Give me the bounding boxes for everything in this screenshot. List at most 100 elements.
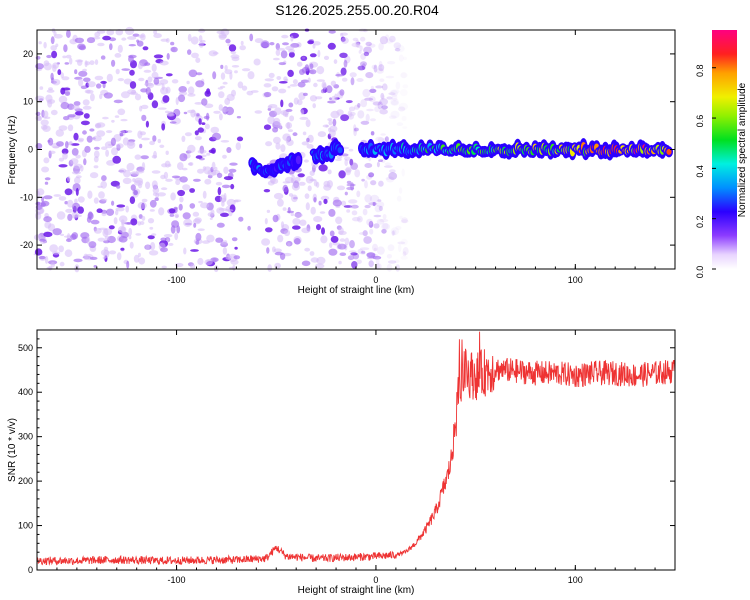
spectrogram-noise-blob — [216, 172, 223, 179]
spectrogram-noise-blob — [362, 208, 368, 216]
spectrogram-noise-blob — [151, 71, 159, 79]
spectrogram-noise-blob — [335, 73, 345, 77]
spectrogram-noise-blob — [356, 41, 361, 45]
spectrogram-noise-blob — [165, 73, 173, 77]
spectrogram-noise-blob — [122, 137, 129, 146]
spectrogram-noise-blob — [282, 207, 287, 211]
spectrogram-noise-blob — [177, 189, 186, 197]
spectrogram-noise-blob — [187, 162, 193, 166]
spectrogram-noise-blob — [381, 105, 388, 110]
spectrogram-noise-blob — [327, 169, 332, 175]
spectrogram-noise-blob — [135, 233, 142, 236]
spectrogram-noise-blob — [395, 44, 405, 53]
spectrogram-noise-blob — [44, 221, 52, 229]
spectrogram-noise-blob — [401, 168, 405, 177]
spectrogram-noise-blob — [62, 116, 70, 121]
spectrogram-noise-blob — [141, 114, 147, 122]
spectrogram-noise-blob — [344, 191, 348, 196]
spectrogram-noise-blob — [93, 197, 99, 204]
spectrogram-noise-blob — [41, 166, 50, 173]
spectrogram-noise-blob — [333, 59, 338, 64]
spectrogram-noise-blob — [291, 194, 298, 203]
spectrogram-y-tick-label: -10 — [20, 192, 33, 202]
spectrogram-noise-blob — [84, 145, 91, 153]
spectrogram-noise-blob — [319, 211, 326, 214]
spectrogram-noise-blob — [93, 165, 99, 169]
spectrogram-noise-blob — [223, 176, 234, 181]
spectrogram-noise-blob — [136, 39, 140, 43]
spectrogram-noise-blob — [80, 120, 90, 126]
spectrogram-noise-blob — [144, 62, 151, 66]
spectrogram-noise-blob — [358, 232, 368, 235]
spectrogram-noise-blob — [74, 176, 81, 184]
spectrogram-noise-blob — [330, 80, 337, 87]
spectrogram-noise-blob — [275, 142, 281, 150]
spectrogram-noise-blob — [327, 42, 336, 50]
spectrogram-noise-blob — [394, 48, 401, 52]
spectrogram-noise-blob — [187, 33, 192, 42]
spectrogram-noise-blob — [402, 84, 409, 89]
spectrogram-noise-blob — [351, 204, 359, 209]
spectrogram-noise-blob — [388, 92, 396, 96]
spectrogram-noise-blob — [222, 154, 227, 159]
spectrogram-noise-blob — [83, 113, 90, 119]
spectrogram-noise-blob — [379, 78, 385, 82]
spectrogram-noise-blob — [360, 61, 367, 67]
spectrogram-noise-blob — [307, 77, 311, 83]
spectrogram-noise-blob — [377, 101, 383, 110]
spectrogram-noise-blob — [210, 257, 219, 263]
spectrogram-noise-blob — [372, 243, 378, 252]
spectrogram-noise-blob — [375, 85, 383, 89]
spectrogram-noise-blob — [149, 140, 156, 146]
spectrogram-noise-blob — [386, 263, 393, 272]
spectrogram-noise-blob — [138, 257, 146, 265]
spectrogram-noise-blob — [101, 146, 108, 150]
spectrogram-noise-blob — [200, 202, 210, 209]
spectrogram-noise-blob — [370, 85, 374, 90]
spectrogram-noise-blob — [82, 130, 87, 135]
spectrogram-noise-blob — [128, 55, 134, 63]
spectrogram-noise-blob — [263, 91, 272, 98]
spectrogram-noise-blob — [356, 259, 362, 265]
spectrogram-noise-blob — [289, 115, 295, 122]
spectrogram-noise-blob — [356, 43, 361, 48]
spectrogram-noise-blob — [206, 234, 215, 243]
spectrogram-noise-blob — [89, 60, 95, 66]
spectrogram-noise-blob — [207, 169, 217, 177]
spectrogram-noise-blob — [137, 34, 145, 38]
spectrogram-noise-blob — [340, 67, 347, 76]
spectrogram-noise-blob — [318, 200, 322, 206]
spectrogram-noise-blob — [357, 65, 366, 71]
snr-plot-area — [37, 330, 675, 570]
spectrogram-noise-blob — [52, 62, 59, 69]
spectrogram-noise-blob — [313, 216, 323, 223]
spectrogram-noise-blob — [53, 194, 62, 197]
spectrogram-noise-blob — [263, 124, 272, 130]
spectrogram-noise-blob — [102, 116, 109, 120]
spectrogram-noise-blob — [396, 122, 404, 127]
spectrogram-noise-blob — [43, 157, 50, 164]
spectrogram-noise-blob — [376, 161, 380, 168]
spectrogram-noise-blob — [398, 106, 406, 112]
spectrogram-noise-blob — [309, 251, 315, 256]
spectrogram-noise-blob — [359, 45, 363, 51]
snr-series-line — [36, 331, 676, 566]
spectrogram-noise-blob — [159, 144, 165, 148]
spectrogram-x-tick-label: 100 — [568, 275, 583, 285]
spectrogram-noise-blob — [268, 72, 275, 78]
spectrogram-noise-blob — [35, 111, 41, 116]
spectrogram-noise-blob — [210, 209, 215, 216]
spectrogram-noise-blob — [160, 237, 167, 242]
spectrogram-noise-blob — [86, 89, 94, 94]
spectrogram-noise-blob — [82, 105, 92, 110]
spectrogram-noise-blob — [282, 184, 289, 193]
spectrogram-noise-blob — [48, 265, 53, 271]
spectrogram-noise-blob — [153, 77, 160, 85]
spectrogram-noise-blob — [376, 68, 384, 74]
spectrogram-noise-blob — [71, 171, 81, 175]
spectrogram-noise-blob — [114, 115, 120, 118]
spectrogram-noise-blob — [370, 118, 376, 122]
spectrogram-noise-blob — [365, 41, 372, 47]
spectrogram-noise-blob — [400, 71, 407, 79]
spectrogram-noise-blob — [366, 174, 372, 180]
